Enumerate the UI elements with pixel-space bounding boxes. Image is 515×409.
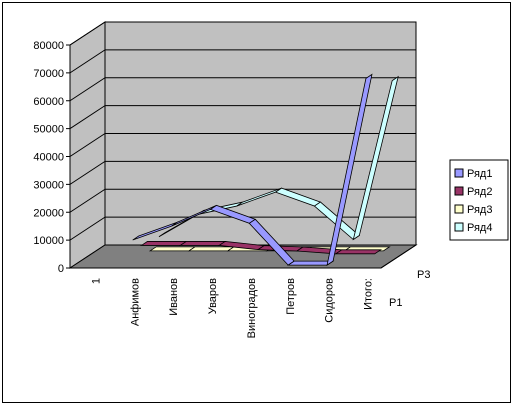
x-tick-label: Уваров (207, 278, 219, 314)
legend-swatch (455, 187, 463, 195)
y-tick-label: 20000 (33, 207, 64, 219)
y-tick-label: 60000 (33, 96, 64, 108)
legend-swatch (455, 223, 463, 231)
y-axis: 0 10000 20000 30000 40000 50000 60000 70000 8000… (33, 40, 70, 275)
y-tick-label: 10000 (33, 235, 64, 247)
chart-frame: 0 10000 20000 30000 40000 50000 60000 70000 8000… (2, 2, 511, 403)
x-tick-label: 1 (90, 278, 102, 284)
y-tick-label: 50000 (33, 124, 64, 136)
series-ribbon (141, 241, 186, 245)
depth-label: P3 (417, 269, 430, 281)
legend-swatch (455, 205, 463, 213)
y-tick-label: 40000 (33, 152, 64, 164)
y-tick-label: 0 (58, 263, 64, 275)
x-tick-label: Сидоров (324, 278, 336, 323)
depth-label: P1 (389, 297, 402, 309)
chart-walls (70, 22, 416, 268)
x-axis: 1 Анфимов Иванов Уваров Виноградов Петров Сидо… (90, 278, 374, 338)
y-tick-label: 80000 (33, 40, 64, 52)
x-tick-label: Иванов (168, 278, 180, 316)
legend: Ряд1 Ряд2 Ряд3 Ряд4 (450, 160, 508, 240)
series-ribbon (150, 247, 195, 251)
y-tick-label: 30000 (33, 179, 64, 191)
series-ribbon (288, 261, 333, 265)
legend-label: Ряд2 (467, 186, 492, 198)
chart-svg: 0 10000 20000 30000 40000 50000 60000 70000 8000… (3, 3, 512, 404)
series-ribbon (180, 241, 225, 245)
y-tick-label: 70000 (33, 68, 64, 80)
series-ribbon (189, 247, 234, 251)
x-tick-label: Итого: (363, 278, 375, 310)
legend-label: Ряд1 (467, 168, 492, 180)
legend-swatch (455, 169, 463, 177)
legend-label: Ряд3 (467, 204, 492, 216)
series-ribbon (336, 250, 381, 254)
x-tick-label: Виноградов (246, 278, 258, 338)
x-tick-label: Анфимов (129, 278, 141, 326)
x-tick-label: Петров (285, 278, 297, 315)
legend-label: Ряд4 (467, 222, 492, 234)
